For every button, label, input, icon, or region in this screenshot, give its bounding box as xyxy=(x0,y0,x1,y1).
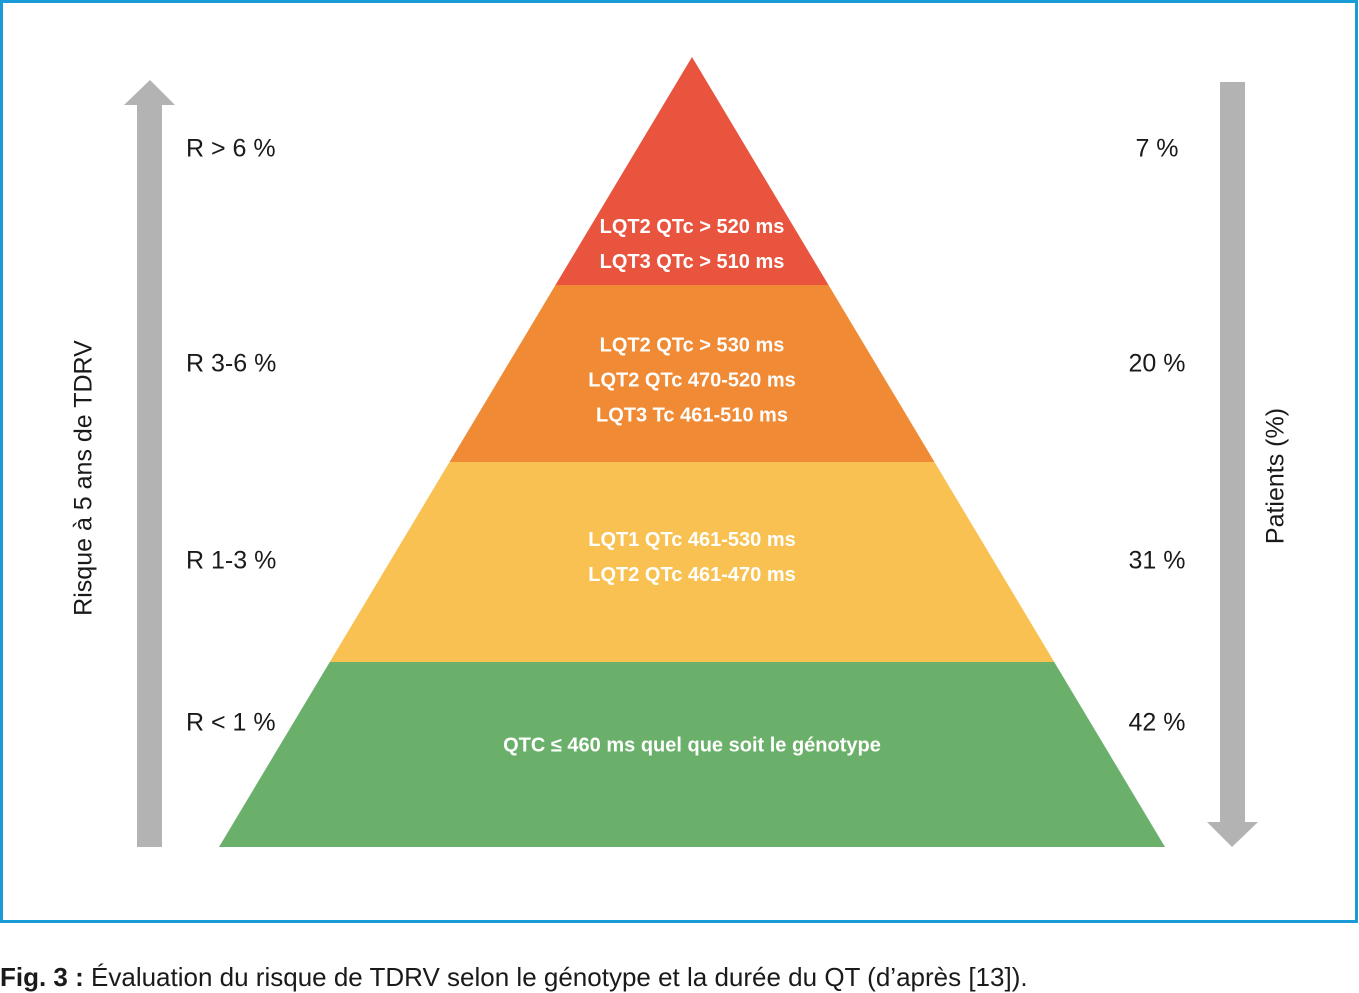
left-arrow-shaft xyxy=(137,104,162,847)
pyramid: R > 6 % 7 % LQT2 QTc > 520 ms LQT3 QTc > 51… xyxy=(186,57,1185,847)
pyramid-level xyxy=(219,662,1165,847)
pyramid-level xyxy=(449,285,935,462)
level-line: LQT2 QTc > 520 ms xyxy=(600,216,785,238)
risk-label: R 1-3 % xyxy=(186,547,276,575)
level-line: QTC ≤ 460 ms quel que soit le génotype xyxy=(503,734,881,756)
level-line: LQT2 QTc 461-470 ms xyxy=(588,564,796,586)
risk-label: R < 1 % xyxy=(186,709,276,737)
level-line: LQT3 Tc 461-510 ms xyxy=(596,404,788,426)
frame xyxy=(0,0,1358,923)
patients-label: 31 % xyxy=(1129,547,1186,575)
risk-label: R 3-6 % xyxy=(186,350,276,378)
right-arrow-shaft xyxy=(1220,82,1245,823)
pyramid-level xyxy=(555,57,829,285)
level-line: LQT2 QTc 470-520 ms xyxy=(588,369,796,391)
diagram: Risque à 5 ans de TDRV Patients (%) R > … xyxy=(0,0,1358,923)
patients-label: 20 % xyxy=(1129,350,1186,378)
left-arrow-head xyxy=(124,80,175,105)
left-axis-label: Risque à 5 ans de TDRV xyxy=(70,340,98,616)
level-line: LQT2 QTc > 530 ms xyxy=(600,334,785,356)
right-arrow-head xyxy=(1207,822,1258,847)
patients-label: 7 % xyxy=(1135,135,1178,163)
right-axis-label: Patients (%) xyxy=(1262,408,1290,544)
caption-label: Fig. 3 : xyxy=(0,962,84,992)
level-line: LQT1 QTc 461-530 ms xyxy=(588,529,796,551)
pyramid-level xyxy=(329,462,1055,662)
patients-label: 42 % xyxy=(1129,709,1186,737)
level-line: LQT3 QTc > 510 ms xyxy=(600,251,785,273)
caption: Fig. 3 : Évaluation du risque de TDRV se… xyxy=(0,962,1028,993)
risk-label: R > 6 % xyxy=(186,135,276,163)
caption-text: Évaluation du risque de TDRV selon le gé… xyxy=(91,962,1028,992)
